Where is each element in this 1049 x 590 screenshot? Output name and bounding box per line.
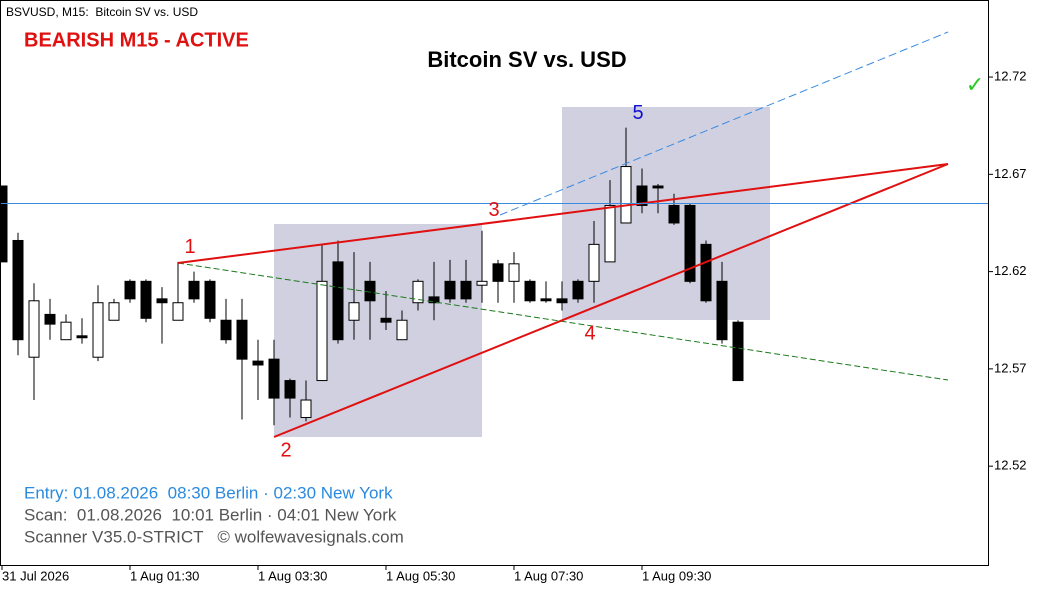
wave-line bbox=[499, 31, 949, 216]
candle-body bbox=[540, 298, 552, 302]
x-tick-label: 1 Aug 09:30 bbox=[642, 568, 711, 583]
y-tick-label: 12.57 bbox=[994, 360, 1027, 375]
scanner-info: Scanner V35.0-STRICT © wolfewavesignals.… bbox=[24, 527, 404, 546]
candle-body bbox=[92, 302, 104, 358]
candle-body bbox=[620, 166, 632, 224]
x-tick-label: 1 Aug 01:30 bbox=[130, 568, 199, 583]
check-mark: ✓ bbox=[966, 72, 984, 97]
candle-body bbox=[412, 280, 424, 304]
candle-body bbox=[220, 319, 232, 341]
labels: BSVUSD, M15: Bitcoin SV vs. USD BEARISH … bbox=[1, 5, 1027, 583]
status-label: BEARISH M15 - ACTIVE bbox=[24, 29, 249, 51]
candle-body bbox=[76, 335, 88, 339]
candle-body bbox=[668, 204, 680, 224]
wave-line bbox=[177, 163, 949, 264]
x-tick-label: 1 Aug 07:30 bbox=[514, 568, 583, 583]
y-tick-label: 12.72 bbox=[994, 68, 1027, 83]
candle-body bbox=[636, 185, 648, 206]
candle-body bbox=[332, 261, 344, 341]
scan-info: Scan: 01.08.2026 10:01 Berlin · 04:01 Ne… bbox=[24, 505, 397, 524]
candle-body bbox=[28, 300, 40, 358]
candle-body bbox=[300, 399, 312, 419]
candle-body bbox=[12, 239, 24, 341]
wave-line bbox=[177, 262, 949, 381]
candle-body bbox=[284, 380, 296, 399]
x-tick-label: 1 Aug 05:30 bbox=[386, 568, 455, 583]
y-tick-label: 12.52 bbox=[994, 458, 1027, 473]
overlays: 1 2 3 4 5 bbox=[0, 31, 988, 461]
candle-body bbox=[316, 280, 328, 382]
candle-body bbox=[588, 243, 600, 282]
candle-body bbox=[652, 185, 664, 189]
entry-info: Entry: 01.08.2026 08:30 Berlin · 02:30 N… bbox=[24, 483, 393, 502]
candle-body bbox=[156, 298, 168, 304]
candle-body bbox=[348, 302, 360, 321]
candle-body bbox=[204, 280, 216, 319]
pattern-boxes bbox=[274, 107, 770, 437]
candle-body bbox=[0, 185, 8, 263]
candle-body bbox=[716, 280, 728, 341]
candle-body bbox=[236, 319, 248, 360]
candle-body bbox=[252, 360, 264, 366]
candle-body bbox=[60, 321, 72, 341]
candle-body bbox=[188, 280, 200, 300]
candle-body bbox=[428, 296, 440, 304]
candle-body bbox=[44, 313, 56, 325]
wave-label: 2 bbox=[280, 439, 291, 461]
candle-body bbox=[556, 298, 568, 304]
candle-body bbox=[108, 302, 120, 321]
candle-body bbox=[396, 319, 408, 341]
x-tick-label: 31 Jul 2026 bbox=[2, 568, 69, 583]
wave-label: 1 bbox=[184, 236, 195, 258]
y-tick-label: 12.62 bbox=[994, 263, 1027, 278]
candle-body bbox=[684, 204, 696, 282]
symbol-label: BSVUSD, M15: Bitcoin SV vs. USD bbox=[6, 5, 198, 19]
chart-title: Bitcoin SV vs. USD bbox=[427, 47, 626, 72]
y-tick-label: 12.67 bbox=[994, 166, 1027, 181]
candle-body bbox=[444, 280, 456, 300]
wave-line bbox=[273, 163, 949, 438]
candle-body bbox=[524, 280, 536, 302]
candle-body bbox=[364, 280, 376, 302]
wave-label: 4 bbox=[584, 323, 595, 345]
candle-body bbox=[380, 317, 392, 323]
candle-body bbox=[140, 280, 152, 319]
candle-body bbox=[732, 321, 744, 382]
candle-body bbox=[604, 204, 616, 263]
candle-body bbox=[476, 280, 488, 286]
candle-body bbox=[492, 263, 504, 282]
candle-body bbox=[124, 280, 136, 300]
candles bbox=[0, 127, 744, 426]
wave-label: 3 bbox=[488, 199, 499, 221]
candle-body bbox=[508, 263, 520, 282]
candle-body bbox=[268, 358, 280, 399]
pattern-box bbox=[562, 107, 770, 320]
plot-frame bbox=[0, 0, 989, 566]
candle-body bbox=[572, 280, 584, 300]
candle-body bbox=[172, 302, 184, 321]
candle-body bbox=[700, 243, 712, 302]
wave-label: 5 bbox=[632, 102, 643, 124]
candle-body bbox=[460, 280, 472, 300]
x-tick-label: 1 Aug 03:30 bbox=[258, 568, 327, 583]
